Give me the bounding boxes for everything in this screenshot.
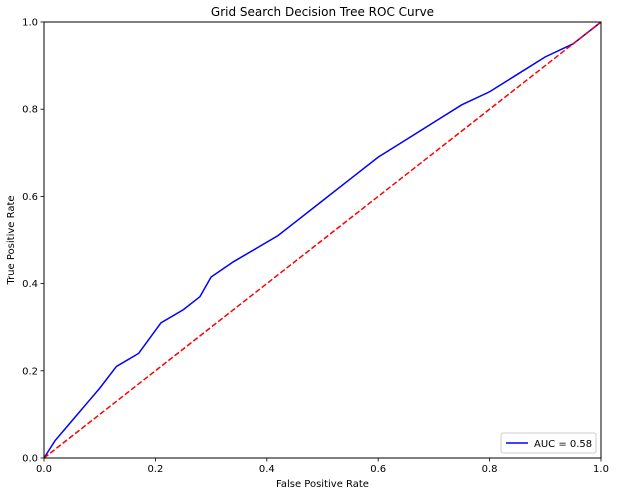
y-axis-title: True Positive Rate (6, 195, 17, 285)
chart-title: Grid Search Decision Tree ROC Curve (211, 5, 434, 19)
y-tick-label: 1.0 (22, 18, 38, 29)
x-tick-label: 1.0 (593, 464, 609, 475)
y-tick-label: 0.6 (22, 192, 38, 203)
roc-curve-line (43, 21, 602, 459)
x-axis-title: False Positive Rate (276, 479, 369, 490)
plot-frame (43, 21, 602, 459)
axis-ticks: 0.0 0.2 0.4 0.6 0.8 1.0 0.0 0.2 0.4 0.6 0.8 1.0 (22, 18, 609, 476)
plot-area (43, 21, 602, 459)
x-tick-label: 0.2 (147, 464, 163, 475)
x-tick-label: 0.6 (370, 464, 386, 475)
x-tick-label: 0.8 (482, 464, 498, 475)
legend: AUC = 0.58 (500, 432, 597, 454)
y-tick-label: 0.2 (22, 366, 38, 377)
y-tick-label: 0.8 (22, 105, 38, 116)
legend-label-auc: AUC = 0.58 (534, 439, 592, 450)
random-baseline-line (43, 21, 602, 459)
y-tick-label: 0.4 (22, 279, 38, 290)
y-tick-label: 0.0 (22, 454, 38, 465)
x-tick-label: 0.4 (259, 464, 275, 475)
x-tick-label: 0.0 (36, 464, 52, 475)
legend-box (500, 432, 597, 454)
